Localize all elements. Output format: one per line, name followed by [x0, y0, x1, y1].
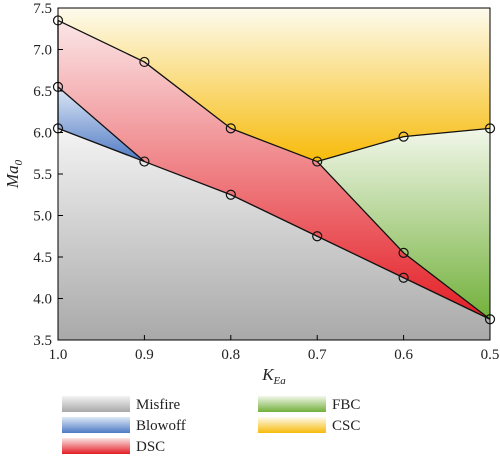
data-point-marker [398, 247, 409, 258]
data-point-marker [225, 123, 236, 134]
x-tick-label: 1.0 [49, 347, 68, 363]
y-axis-title-main: Ma [3, 165, 22, 189]
legend-swatch [258, 396, 326, 412]
y-axis-title-sub: 0 [13, 159, 25, 165]
legend-item: FBC [258, 396, 360, 413]
y-tick-label: 5.5 [33, 167, 52, 183]
y-tick-label: 6.0 [33, 126, 52, 142]
legend-swatch [62, 396, 130, 412]
x-axis-title: KEa [261, 365, 286, 387]
legend-label: FBC [332, 397, 360, 413]
legend-label: DSC [136, 439, 165, 455]
legend-label: CSC [332, 418, 360, 434]
legend-label: Blowoff [136, 418, 186, 434]
y-tick-label: 7.0 [33, 43, 52, 59]
y-axis-title: Ma0 [3, 159, 25, 189]
region-fbc [317, 128, 490, 320]
region-csc [58, 8, 490, 162]
legend-item: DSC [62, 438, 165, 455]
x-tick-label: 0.7 [308, 347, 327, 363]
legend-item: Blowoff [62, 417, 186, 434]
legend-item: Misfire [62, 396, 181, 413]
x-axis-title-main: K [261, 365, 275, 384]
legend-swatch [62, 417, 130, 433]
y-tick-label: 7.5 [33, 1, 52, 17]
legend-label: Misfire [136, 397, 181, 413]
region-dsc [58, 20, 490, 320]
y-tick-label: 3.5 [33, 333, 52, 349]
x-tick-label: 0.9 [135, 347, 154, 363]
legend-swatch [62, 438, 130, 454]
region-misfire [58, 128, 490, 340]
boundary-dsc-upper [57, 19, 491, 320]
y-tick-label: 4.0 [33, 292, 52, 308]
data-point-marker [312, 156, 323, 167]
data-point-marker [312, 231, 323, 242]
legend-item: CSC [258, 417, 360, 434]
boundary-csc-lower [317, 127, 491, 163]
x-tick-label: 0.6 [394, 347, 413, 363]
boundary-lower [57, 127, 491, 320]
axes-layer: 3.5 4.0 4.5 5.0 5.5 6.0 6.5 7.0 7.5 1.0 0.9 0.8 0.7 0… [33, 1, 499, 363]
data-point-marker [139, 56, 150, 68]
y-tick-label: 4.5 [33, 250, 52, 266]
y-tick-label: 5.0 [33, 209, 52, 225]
x-tick-label: 0.8 [221, 347, 240, 363]
x-tick-label: 0.5 [481, 347, 500, 363]
legend: Misfire Blowoff DSC FBC CSC [62, 396, 360, 455]
x-axis-title-sub: Ea [273, 375, 287, 387]
data-point-marker [398, 131, 409, 142]
boundary-blowoff-upper [57, 86, 145, 163]
regions-layer [58, 8, 490, 340]
y-tick-label: 6.5 [33, 84, 52, 100]
data-point-marker [225, 189, 236, 200]
legend-swatch [258, 417, 326, 433]
data-point-marker [139, 156, 150, 167]
data-point-marker [398, 272, 409, 283]
